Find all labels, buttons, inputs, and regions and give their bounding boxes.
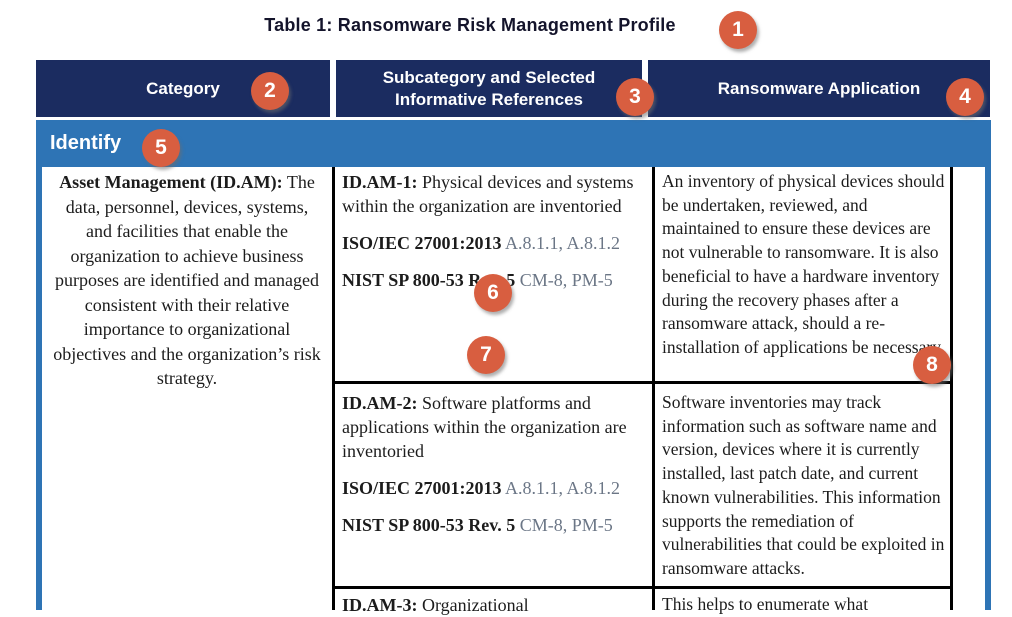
reference-controls: A.8.1.1, A.8.1.2 [505,233,621,253]
section-right-border [985,120,991,610]
subcategory-statement: ID.AM-1: Physical devices and systems wi… [342,170,645,218]
application-cell-idam2: Software inventories may track informati… [662,392,945,578]
subcategory-cell-idam3: ID.AM-3: Organizational [335,593,653,617]
grid-line-vertical-1 [332,167,335,610]
annotation-badge-4: 4 [946,78,984,116]
reference-source: ISO/IEC 27001:2013 [342,478,502,498]
annotation-badge-3: 3 [616,78,654,116]
grid-line-vertical-3 [950,167,953,610]
subcategory-statement: ID.AM-2: Software platforms and applicat… [342,391,645,463]
section-header-label: Identify [50,132,122,154]
reference-controls: A.8.1.1, A.8.1.2 [505,478,621,498]
annotation-badge-2: 2 [251,72,289,110]
annotation-badge-6: 6 [474,274,512,312]
column-header-subcategory: Subcategory and Selected Informative Ref… [336,60,642,117]
page-title: Table 1: Ransomware Risk Management Prof… [264,15,676,35]
reference-source: ISO/IEC 27001:2013 [342,233,502,253]
reference-controls: CM-8, PM-5 [519,515,613,535]
annotation-badge-5: 5 [142,129,180,167]
column-header-ransomware-application: Ransomware Application [648,60,990,117]
category-description: The data, personnel, devices, systems, a… [53,172,321,388]
table-header-row: Category Subcategory and Selected Inform… [36,60,990,117]
subcategory-text: Software platforms and applications with… [342,393,627,461]
reference-source: NIST SP 800-53 Rev. 5 [342,515,516,535]
annotation-badge-1: 1 [719,11,757,49]
annotation-badge-7: 7 [467,336,505,374]
grid-line-horizontal-1 [332,381,953,384]
section-left-border [36,120,42,610]
reference-source: NIST SP 800-53 Rev. 5 [342,270,516,290]
grid-line-horizontal-2 [332,586,953,589]
subcategory-text: Organizational [421,595,529,615]
subcategory-id: ID.AM-3: [342,595,418,615]
grid-line-vertical-2 [652,167,655,610]
application-cell-idam3: This helps to enumerate what [662,594,869,614]
reference-nist: NIST SP 800-53 Rev. 5 CM-8, PM-5 [342,268,645,292]
subcategory-cell-idam2: ID.AM-2: Software platforms and applicat… [335,391,653,537]
reference-iso: ISO/IEC 27001:2013 A.8.1.1, A.8.1.2 [342,231,645,255]
reference-iso: ISO/IEC 27001:2013 A.8.1.1, A.8.1.2 [342,476,645,500]
section-header-identify: Identify [36,120,991,167]
subcategory-cell-idam1: ID.AM-1: Physical devices and systems wi… [335,170,653,292]
subcategory-id: ID.AM-2: [342,393,418,413]
application-cell-idam1: An inventory of physical devices should … [662,171,945,357]
annotation-badge-8: 8 [913,346,951,384]
subcategory-statement: ID.AM-3: Organizational [342,593,645,617]
category-name: Asset Management (ID.AM): [59,172,283,192]
subcategory-id: ID.AM-1: [342,172,418,192]
category-cell-asset-management: Asset Management (ID.AM): The data, pers… [42,170,332,391]
reference-controls: CM-8, PM-5 [519,270,613,290]
reference-nist: NIST SP 800-53 Rev. 5 CM-8, PM-5 [342,513,645,537]
subcategory-text: Physical devices and systems within the … [342,172,634,216]
